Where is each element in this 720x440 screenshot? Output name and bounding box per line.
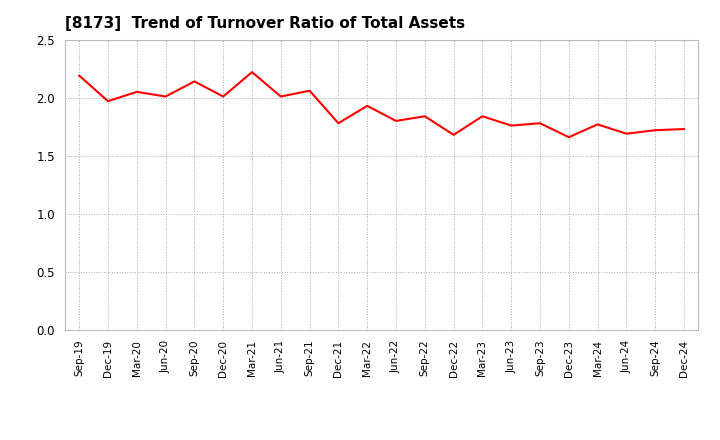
Text: [8173]  Trend of Turnover Ratio of Total Assets: [8173] Trend of Turnover Ratio of Total … [65,16,465,32]
